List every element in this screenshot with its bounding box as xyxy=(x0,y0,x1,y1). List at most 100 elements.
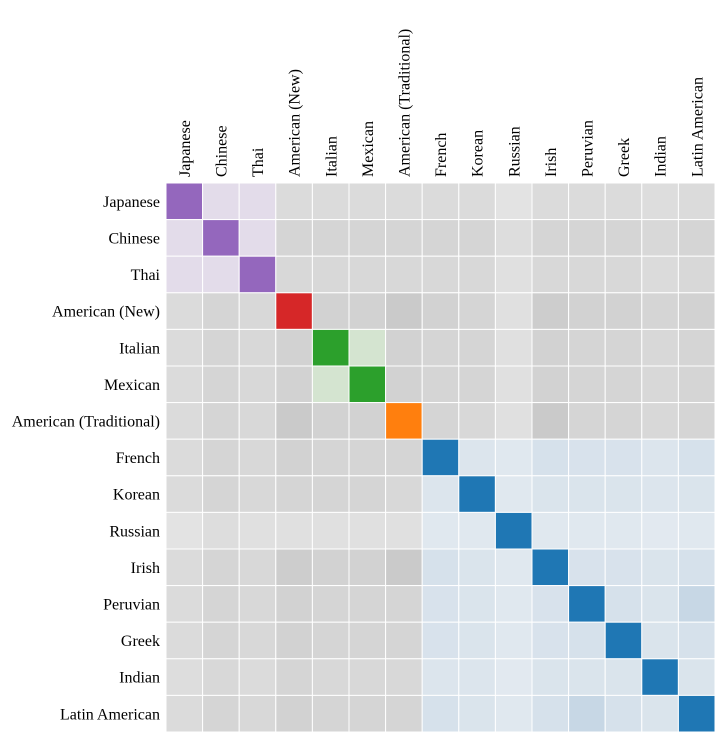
cell-japanese-indian xyxy=(641,182,679,221)
cell-american-traditional-korean xyxy=(458,402,496,440)
cell-irish-italian xyxy=(311,548,350,587)
cell-latin-american-mexican xyxy=(348,694,387,733)
cell-thai-french xyxy=(421,255,460,294)
cell-latin-american-american-new xyxy=(275,694,313,733)
row-label-indian: Indian xyxy=(119,670,160,687)
cell-greek-french xyxy=(421,621,460,660)
cell-chinese-japanese xyxy=(165,219,204,257)
cell-peruvian-chinese xyxy=(202,585,240,623)
cell-greek-korean xyxy=(458,621,496,660)
cell-peruvian-latin-american xyxy=(677,585,716,623)
cell-japanese-american-new xyxy=(275,182,313,221)
cell-korean-american-traditional xyxy=(385,475,423,513)
row-label-latin-american: Latin American xyxy=(60,706,160,723)
cell-korean-thai xyxy=(238,475,277,513)
cell-indian-french xyxy=(421,658,460,696)
cell-american-new-chinese xyxy=(202,292,240,330)
cell-chinese-indian xyxy=(641,219,679,257)
cell-thai-peruvian xyxy=(568,255,606,294)
cell-french-indian xyxy=(641,438,679,477)
cell-american-traditional-french xyxy=(421,402,460,440)
cell-chinese-mexican xyxy=(348,219,387,257)
cell-korean-irish xyxy=(531,475,570,513)
cell-mexican-greek xyxy=(604,365,643,404)
cell-thai-russian xyxy=(494,255,533,294)
cell-mexican-korean xyxy=(458,365,496,404)
row-label-american-traditional: American (Traditional) xyxy=(12,414,160,431)
column-label-peruvian: Peruvian xyxy=(580,120,597,177)
cell-japanese-mexican xyxy=(348,182,387,221)
cell-russian-latin-american xyxy=(677,511,716,550)
cell-irish-greek xyxy=(604,548,643,587)
column-label-thai: Thai xyxy=(250,147,267,177)
cell-thai-irish xyxy=(531,255,570,294)
cell-french-korean xyxy=(458,438,496,477)
column-label-japanese: Japanese xyxy=(177,120,194,177)
cell-american-traditional-indian xyxy=(641,402,679,440)
cell-thai-korean xyxy=(458,255,496,294)
column-label-indian: Indian xyxy=(653,136,670,177)
cell-russian-indian xyxy=(641,511,679,550)
cell-greek-american-traditional xyxy=(385,621,423,660)
cell-latin-american-russian xyxy=(494,694,533,733)
column-label-mexican: Mexican xyxy=(360,121,377,177)
cell-indian-peruvian xyxy=(568,658,606,696)
cell-italian-latin-american xyxy=(677,328,716,367)
cell-american-new-russian xyxy=(494,292,533,330)
cell-american-traditional-greek xyxy=(604,402,643,440)
cell-mexican-irish xyxy=(531,365,570,404)
cell-korean-french xyxy=(421,475,460,513)
cell-thai-japanese xyxy=(165,255,204,294)
row-label-italian: Italian xyxy=(119,340,160,357)
cell-peruvian-korean xyxy=(458,585,496,623)
cell-american-new-thai xyxy=(238,292,277,330)
cell-american-new-mexican xyxy=(348,292,387,330)
cell-irish-mexican xyxy=(348,548,387,587)
row-label-chinese: Chinese xyxy=(108,231,160,248)
cell-thai-italian xyxy=(311,255,350,294)
cell-french-french xyxy=(421,438,460,477)
cell-peruvian-greek xyxy=(604,585,643,623)
cell-chinese-greek xyxy=(604,219,643,257)
cell-italian-chinese xyxy=(202,328,240,367)
column-label-chinese: Chinese xyxy=(214,125,231,177)
cell-chinese-latin-american xyxy=(677,219,716,257)
column-labels: Japanese Chinese Thai American (New) Italian… xyxy=(177,29,706,177)
cell-mexican-mexican xyxy=(348,365,387,404)
cell-russian-french xyxy=(421,511,460,550)
cell-irish-chinese xyxy=(202,548,240,587)
cell-french-thai xyxy=(238,438,277,477)
cell-french-mexican xyxy=(348,438,387,477)
cell-japanese-greek xyxy=(604,182,643,221)
row-label-american-new: American (New) xyxy=(52,304,160,321)
cell-peruvian-thai xyxy=(238,585,277,623)
cell-italian-irish xyxy=(531,328,570,367)
cell-american-traditional-latin-american xyxy=(677,402,716,440)
cell-peruvian-russian xyxy=(494,585,533,623)
cell-latin-american-chinese xyxy=(202,694,240,733)
cell-peruvian-italian xyxy=(311,585,350,623)
cell-indian-american-traditional xyxy=(385,658,423,696)
cell-greek-latin-american xyxy=(677,621,716,660)
cell-japanese-korean xyxy=(458,182,496,221)
cell-latin-american-thai xyxy=(238,694,277,733)
cell-chinese-thai xyxy=(238,219,277,257)
cell-japanese-latin-american xyxy=(677,182,716,221)
cell-russian-american-traditional xyxy=(385,511,423,550)
cell-irish-french xyxy=(421,548,460,587)
cell-latin-american-indian xyxy=(641,694,679,733)
cell-korean-latin-american xyxy=(677,475,716,513)
cell-latin-american-greek xyxy=(604,694,643,733)
cell-thai-american-new xyxy=(275,255,313,294)
cell-italian-italian xyxy=(311,328,350,367)
cell-indian-latin-american xyxy=(677,658,716,696)
column-label-russian: Russian xyxy=(506,126,523,177)
cell-russian-italian xyxy=(311,511,350,550)
cell-mexican-thai xyxy=(238,365,277,404)
column-label-french: French xyxy=(433,133,450,177)
cell-indian-american-new xyxy=(275,658,313,696)
cell-russian-russian xyxy=(494,511,533,550)
cell-japanese-thai xyxy=(238,182,277,221)
cell-japanese-italian xyxy=(311,182,350,221)
